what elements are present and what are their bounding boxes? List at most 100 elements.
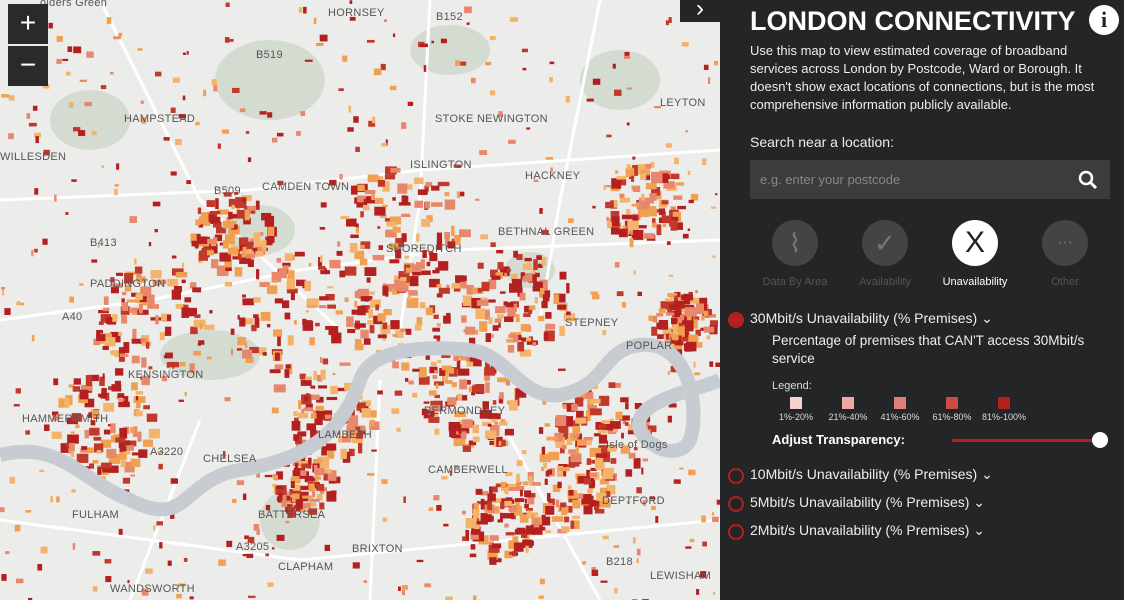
zoom-in[interactable]: +	[8, 4, 48, 44]
slider-thumb[interactable]	[1092, 432, 1108, 448]
zoom-out[interactable]: −	[8, 46, 48, 86]
coverage-area	[319, 34, 328, 42]
coverage-area	[592, 205, 596, 209]
coverage-area	[488, 545, 500, 553]
coverage-area	[677, 205, 687, 210]
coverage-area	[524, 498, 527, 504]
coverage-area	[1, 287, 6, 290]
coverage-area	[375, 304, 380, 311]
coverage-area	[198, 216, 211, 226]
coverage-area	[401, 195, 409, 204]
coverage-area	[136, 276, 146, 283]
radio[interactable]	[728, 496, 744, 512]
coverage-area	[119, 445, 127, 452]
coverage-area	[603, 184, 606, 190]
coverage-area	[633, 458, 641, 469]
coverage-area	[4, 308, 11, 315]
coverage-area	[212, 221, 222, 228]
coverage-area	[163, 137, 170, 141]
layer-description: Percentage of premises that CAN'T access…	[772, 333, 1085, 366]
layer[interactable]: 5Mbit/s Unavailability (% Premises) ⌄	[728, 494, 985, 512]
coverage-area	[110, 71, 114, 75]
coverage-area	[664, 298, 673, 302]
coverage-area	[265, 553, 270, 557]
coverage-area	[299, 373, 306, 380]
coverage-area	[673, 342, 682, 353]
coverage-area	[93, 436, 102, 441]
coverage-area	[206, 250, 214, 256]
coverage-area	[144, 294, 155, 306]
coverage-area	[590, 467, 597, 471]
coverage-area	[116, 163, 120, 170]
coverage-area	[426, 261, 431, 267]
coverage-area	[611, 178, 622, 189]
coverage-area	[292, 470, 297, 477]
coverage-area	[98, 321, 104, 325]
coverage-area	[481, 421, 492, 427]
legend-label: 81%-100%	[981, 412, 1027, 422]
radio[interactable]	[728, 312, 744, 328]
tab[interactable]: ··· Other	[1020, 220, 1110, 288]
coverage-area	[575, 446, 579, 455]
coverage-area	[619, 415, 630, 421]
coverage-area	[594, 505, 600, 511]
coverage-area	[408, 290, 418, 296]
map-label: POPLAR	[626, 340, 672, 352]
coverage-area	[586, 98, 594, 102]
coverage-area	[104, 337, 116, 347]
layer[interactable]: 2Mbit/s Unavailability (% Premises) ⌄	[728, 522, 985, 540]
coverage-area	[630, 175, 635, 182]
coverage-area	[492, 486, 498, 493]
coverage-area	[314, 468, 325, 476]
coverage-area	[236, 348, 242, 351]
coverage-area	[52, 411, 59, 416]
tab[interactable]: ⌇ Data By Area	[750, 220, 840, 288]
coverage-area	[668, 274, 674, 277]
coverage-area	[209, 310, 213, 314]
coverage-area	[315, 411, 327, 420]
coverage-area	[600, 580, 608, 583]
coverage-area	[230, 348, 233, 356]
coverage-area	[436, 293, 443, 298]
coverage-area	[118, 528, 123, 535]
search-icon[interactable]	[1078, 170, 1098, 190]
coverage-area	[508, 484, 520, 492]
tab[interactable]: ✓ Availability	[840, 220, 930, 288]
coverage-area	[262, 352, 267, 356]
coverage-area	[317, 374, 323, 382]
coverage-area	[432, 269, 440, 274]
info-button[interactable]: i	[1089, 5, 1119, 35]
layer[interactable]: 30Mbit/s Unavailability (% Premises) ⌄	[728, 310, 993, 328]
coverage-area	[314, 475, 319, 485]
coverage-area	[137, 431, 142, 442]
coverage-area	[293, 411, 298, 417]
coverage-area	[394, 279, 406, 290]
layer[interactable]: 10Mbit/s Unavailability (% Premises) ⌄	[728, 466, 993, 484]
coverage-area	[374, 198, 384, 204]
coverage-area	[131, 292, 137, 297]
coverage-area	[244, 250, 254, 254]
coverage-area	[637, 208, 649, 218]
coverage-area	[541, 301, 548, 309]
coverage-area	[159, 279, 167, 285]
coverage-area	[118, 398, 125, 401]
tab-active[interactable]: X Unavailability	[930, 220, 1020, 288]
coverage-area	[484, 367, 496, 376]
panel-toggle[interactable]: ›	[680, 0, 720, 22]
tab-icon: ✓	[862, 220, 908, 266]
coverage-area	[161, 313, 167, 321]
coverage-area	[479, 410, 492, 419]
search-box[interactable]: e.g. enter your postcode	[750, 160, 1110, 199]
coverage-area	[276, 132, 284, 137]
coverage-area	[571, 404, 578, 411]
coverage-area	[471, 297, 481, 309]
coverage-area	[102, 468, 113, 473]
coverage-area	[110, 287, 119, 294]
radio[interactable]	[728, 524, 744, 540]
coverage-area	[314, 416, 323, 426]
coverage-area	[695, 329, 701, 337]
coverage-area	[475, 308, 486, 320]
coverage-area	[267, 582, 274, 587]
radio[interactable]	[728, 468, 744, 484]
slider-track[interactable]	[952, 439, 1102, 442]
